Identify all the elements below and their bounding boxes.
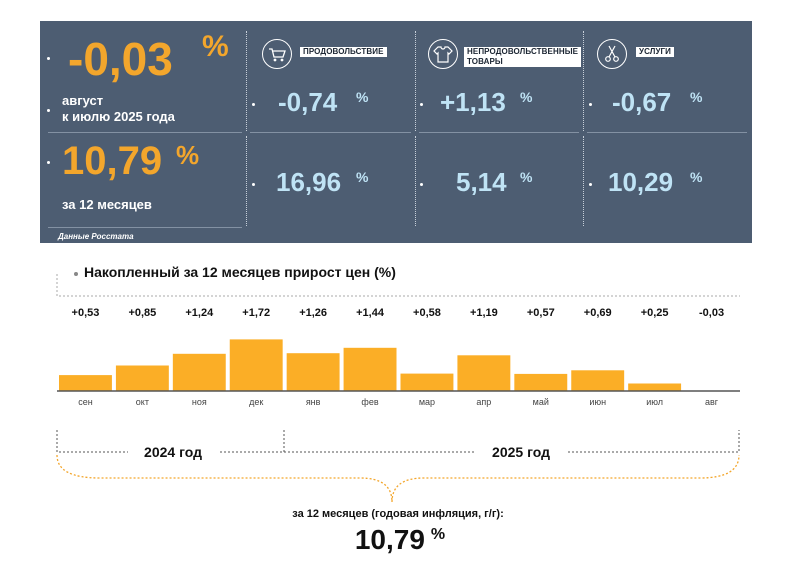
value-label-янв: +1,26 [299, 307, 328, 319]
summary-panel: -0,03 % август к июлю 2025 года 10,79 % … [40, 21, 752, 243]
tick-label-май: май [532, 397, 549, 407]
tick-label-дек: дек [249, 397, 264, 407]
bullet [252, 103, 255, 106]
bar-фев [343, 347, 397, 391]
bullet [420, 103, 423, 106]
annual-pct: % [176, 140, 200, 170]
tick-label-июл: июл [646, 397, 664, 407]
headline-value: -0,03 [68, 33, 173, 85]
tick-label-окт: окт [135, 397, 149, 407]
annual-period: за 12 месяцев [62, 197, 152, 212]
tick-label-мар: мар [418, 397, 436, 407]
food-annual-pct: % [356, 169, 369, 185]
services-monthly-value: -0,67 [612, 87, 672, 117]
headline-period-line1: август [62, 93, 104, 108]
bar-окт [115, 365, 169, 391]
tick-label-ноя: ноя [191, 397, 207, 407]
services-annual-value: 10,29 [608, 167, 674, 197]
scissors-icon [597, 39, 627, 69]
bullet [589, 103, 592, 106]
divider-4 [246, 136, 247, 226]
bar-апр [457, 355, 511, 391]
bar-дек [229, 339, 283, 391]
row-separator-2 [250, 132, 411, 133]
title-bullet [74, 272, 78, 276]
bar-мар [400, 373, 454, 391]
tick-label-фев: фев [361, 397, 379, 407]
bullet [47, 109, 50, 112]
tick-label-янв: янв [305, 397, 321, 407]
category-label-nonfood-line1: НЕПРОДОВОЛЬСТВЕННЫЕ [467, 47, 579, 56]
bullet [420, 183, 423, 186]
value-label-апр: +1,19 [469, 307, 498, 319]
source-note: Данные Росстата [58, 232, 134, 241]
clothing-icon [428, 39, 458, 69]
value-label-авг: -0,03 [698, 307, 725, 319]
food-annual-value: 16,96 [276, 167, 342, 197]
nonfood-annual-pct: % [520, 169, 533, 185]
food-monthly-pct: % [356, 89, 369, 105]
annual-value: 10,79 [62, 139, 163, 183]
year-2025-label: 2025 год [474, 444, 568, 460]
bar-янв [286, 353, 340, 391]
value-label-сен: +0,53 [71, 307, 100, 319]
summary-value: 10,79 [354, 524, 425, 555]
bullet [252, 183, 255, 186]
category-label-nonfood: НЕПРОДОВОЛЬСТВЕННЫЕ ТОВАРЫ [464, 47, 582, 67]
row-separator-1 [48, 132, 242, 133]
bar-июн [571, 370, 625, 391]
summary-value-wrap: 10,79% [320, 524, 480, 556]
chart-title: Накопленный за 12 месяцев прирост цен (%… [84, 264, 396, 280]
headline-pct: % [202, 30, 229, 63]
tick-label-апр: апр [476, 397, 492, 407]
tick-label-авг: авг [704, 397, 719, 407]
headline-period-line2: к июлю 2025 года [62, 109, 175, 124]
summary-caption: за 12 месяцев (годовая инфляция, г/г): [292, 508, 504, 520]
bar-май [514, 373, 568, 391]
summary-pct: % [430, 526, 446, 543]
divider-1 [246, 31, 247, 131]
bullet [589, 183, 592, 186]
value-label-ноя: +1,24 [185, 307, 214, 319]
category-label-nonfood-line2: ТОВАРЫ [467, 57, 503, 66]
bullet [47, 161, 50, 164]
shopping-cart-icon [262, 39, 292, 69]
value-label-июн: +0,69 [583, 307, 612, 319]
bullet [47, 57, 50, 60]
nonfood-monthly-value: +1,13 [440, 87, 506, 117]
bar-сен [59, 375, 112, 391]
divider-3 [583, 31, 584, 131]
value-label-июл: +0,25 [640, 307, 669, 319]
value-label-май: +0,57 [526, 307, 555, 319]
tick-label-сен: сен [78, 397, 93, 407]
food-monthly-value: -0,74 [278, 87, 338, 117]
tick-label-июн: июн [589, 397, 607, 407]
row-separator-4 [587, 132, 747, 133]
category-label-services: УСЛУГИ [636, 47, 675, 57]
value-label-фев: +1,44 [356, 307, 384, 319]
nonfood-annual-value: 5,14 [456, 167, 507, 197]
bar-июл [628, 383, 682, 391]
year-2024-label: 2024 год [128, 444, 218, 460]
row-separator-3 [419, 132, 579, 133]
bar-ноя [172, 353, 226, 391]
divider-2 [415, 31, 416, 131]
nonfood-monthly-pct: % [520, 89, 533, 105]
value-label-окт: +0,85 [128, 307, 157, 319]
divider-5 [415, 136, 416, 226]
category-label-food: ПРОДОВОЛЬСТВИЕ [300, 47, 387, 57]
services-monthly-pct: % [690, 89, 703, 105]
services-annual-pct: % [690, 169, 703, 185]
value-label-дек: +1,72 [242, 307, 271, 319]
row-separator-5 [48, 227, 242, 228]
divider-6 [583, 136, 584, 226]
value-label-мар: +0,58 [413, 307, 441, 319]
